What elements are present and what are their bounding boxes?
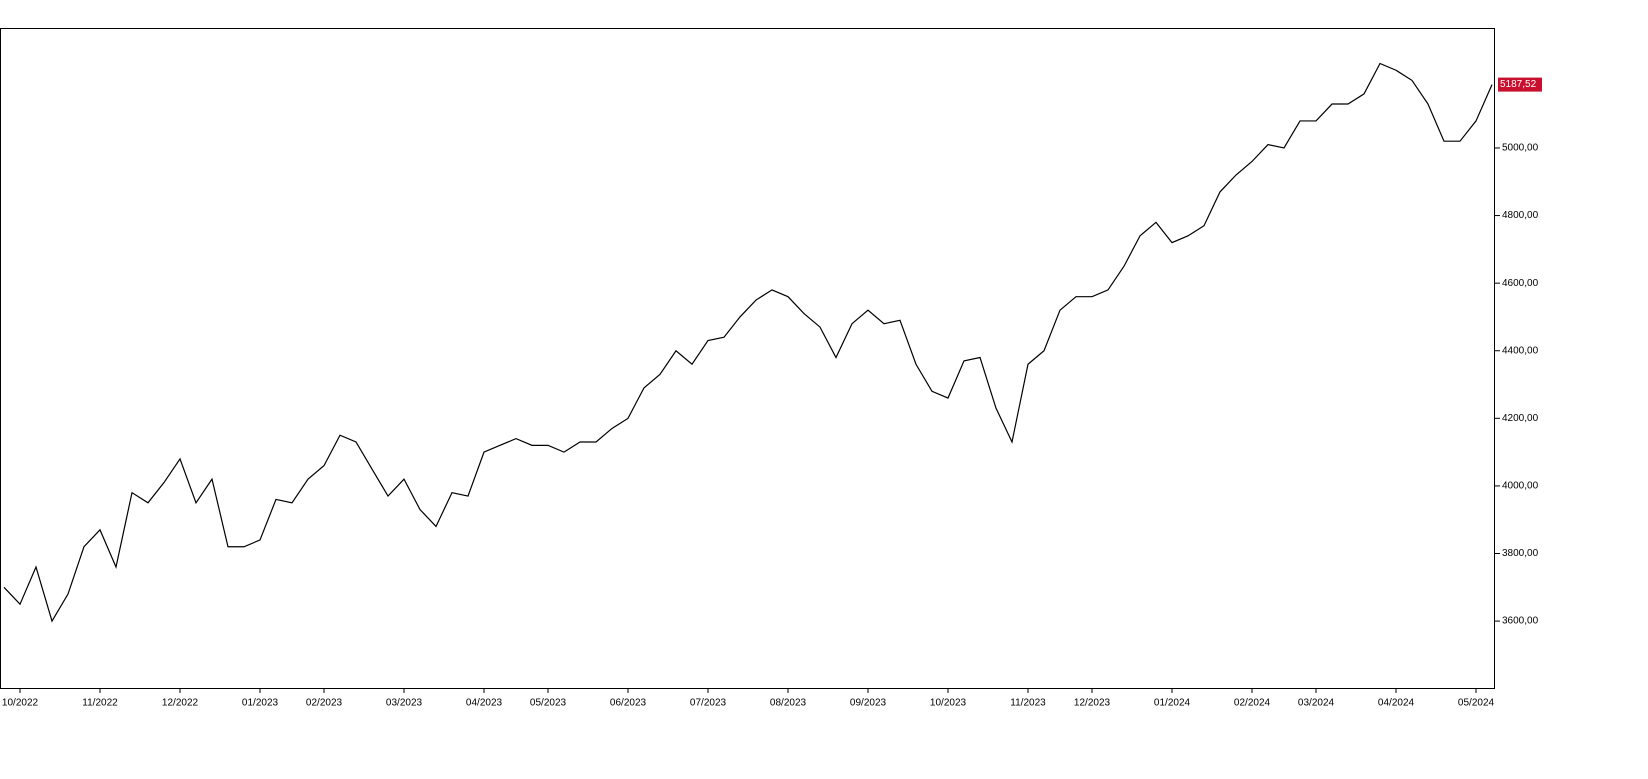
x-tick-label: 04/2024 [1378, 698, 1415, 709]
y-tick-label: 3800,00 [1502, 548, 1539, 559]
x-tick-label: 03/2024 [1298, 698, 1335, 709]
y-tick-label: 3600,00 [1502, 616, 1539, 627]
x-tick-label: 06/2023 [610, 698, 647, 709]
plot-frame [0, 28, 1495, 689]
price-line [3, 62, 1493, 623]
x-tick-label: 02/2024 [1234, 698, 1271, 709]
x-tick-label: 05/2023 [530, 698, 567, 709]
x-tick-label: 04/2023 [466, 698, 503, 709]
y-tick-label: 4800,00 [1502, 210, 1539, 221]
x-tick-label: 12/2023 [1074, 698, 1111, 709]
last-value-label: 5187,52 [1500, 79, 1537, 90]
x-tick-label: 01/2024 [1154, 698, 1191, 709]
x-tick-label: 09/2023 [850, 698, 887, 709]
y-tick-label: 4000,00 [1502, 481, 1539, 492]
y-tick-label: 4400,00 [1502, 345, 1539, 356]
x-tick-label: 02/2023 [306, 698, 343, 709]
x-tick-label: 10/2022 [2, 698, 39, 709]
x-tick-label: 11/2023 [1010, 698, 1046, 709]
x-tick-label: 01/2023 [242, 698, 279, 709]
last-value-box [1498, 77, 1542, 92]
y-tick-label: 4600,00 [1502, 278, 1539, 289]
y-tick-label: 4200,00 [1502, 413, 1539, 424]
x-tick-label: 10/2023 [930, 698, 967, 709]
y-tick-label: 5000,00 [1502, 143, 1539, 154]
x-tick-label: 07/2023 [690, 698, 727, 709]
x-tick-label: 05/2024 [1458, 698, 1495, 709]
x-tick-label: 03/2023 [386, 698, 423, 709]
x-tick-label: 12/2022 [162, 698, 199, 709]
x-tick-label: 08/2023 [770, 698, 807, 709]
x-tick-label: 11/2022 [82, 698, 118, 709]
